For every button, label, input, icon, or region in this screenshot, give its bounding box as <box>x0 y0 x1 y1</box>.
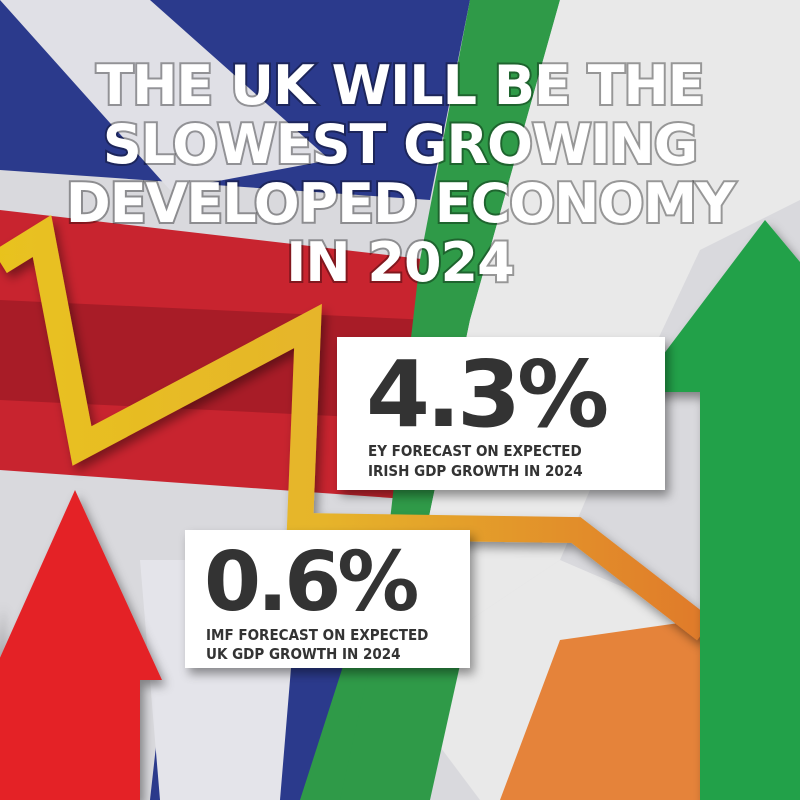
stat-box: 0.6% IMF FORECAST ON EXPECTED UK GDP GRO… <box>185 530 470 668</box>
stat-caption: EY FORECAST ON EXPECTED <box>368 442 582 460</box>
trend-line <box>0 214 713 641</box>
headline-line: DEVELOPED ECONOMY <box>66 172 736 235</box>
headline-line: IN 2024 <box>286 231 513 294</box>
box <box>337 337 665 490</box>
red-arrow <box>0 490 162 800</box>
stat-figure: 0.6% <box>204 535 417 630</box>
stat-caption: UK GDP GROWTH IN 2024 <box>206 645 401 663</box>
stat-box: 4.3% EY FORECAST ON EXPECTED IRISH GDP G… <box>337 337 665 490</box>
box <box>185 530 470 668</box>
headline-line: THE UK WILL BE THE <box>96 54 703 117</box>
stat-figure: 4.3% <box>366 341 607 448</box>
headline-line: SLOWEST GROWING <box>103 113 697 176</box>
stat-caption: IRISH GDP GROWTH IN 2024 <box>368 462 583 480</box>
headline: THE UK WILL BE THE SLOWEST GROWING DEVEL… <box>64 52 739 296</box>
green-arrow <box>635 220 800 800</box>
stat-caption: IMF FORECAST ON EXPECTED <box>206 626 428 644</box>
